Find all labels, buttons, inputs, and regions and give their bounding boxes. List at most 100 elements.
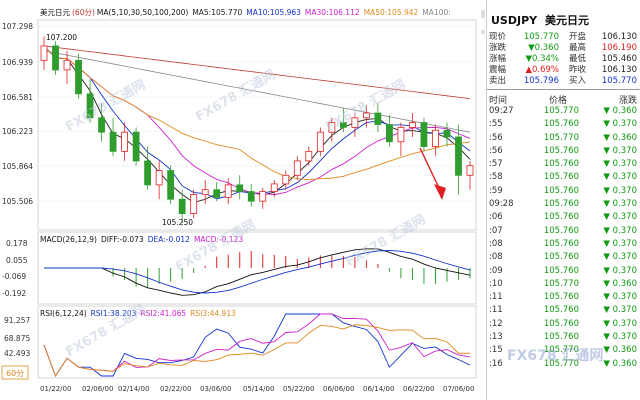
- trade-row: :55 105.760 ▼ 0.370: [489, 118, 639, 131]
- candle-body: [190, 194, 198, 215]
- trade-change: ▼ 0.370: [603, 332, 637, 343]
- quote-value: ▼0.360: [528, 43, 559, 53]
- quote-value: ▲0.69%: [525, 65, 559, 75]
- price-axis-label: 105.506: [2, 197, 33, 206]
- trade-row: :15 105.770 ▼ 0.360: [489, 344, 639, 357]
- quote-row: 卖出 105.796 买入 105.770: [489, 76, 639, 87]
- kline-chart-panel[interactable]: 107.200 105.250 107.298 106.939 106.581 …: [0, 0, 480, 400]
- macd-axis-label: -0.192: [2, 289, 26, 298]
- candle-body: [409, 122, 416, 128]
- trade-row: :12 105.760 ▼ 0.370: [489, 318, 639, 331]
- candle-body: [397, 126, 405, 143]
- macd-line: [44, 248, 471, 296]
- candle-body: [247, 191, 255, 202]
- time-header: 时间: [489, 96, 508, 106]
- trade-price: 105.760: [543, 225, 579, 236]
- macd-params: MACD(26,12,9): [40, 235, 97, 244]
- trades-list[interactable]: 09:27 105.770 ▼ 0.360:55 105.760 ▼ 0.370:56 1…: [489, 105, 639, 371]
- trade-row: :13 105.760 ▼ 0.370: [489, 331, 639, 344]
- trade-price: 105.760: [543, 252, 579, 263]
- trade-change: ▼ 0.370: [603, 292, 637, 303]
- panel-toggle-handle[interactable]: [481, 30, 485, 34]
- trade-change: ▼ 0.370: [603, 159, 637, 170]
- quote-value: 105.770: [601, 76, 637, 86]
- trades-header: 时间 价格 涨跌: [489, 93, 639, 106]
- candle-body: [121, 131, 128, 152]
- rsi-params: RSI(6,12,24): [40, 309, 87, 318]
- trade-change: ▼ 0.360: [603, 106, 637, 116]
- candle-body: [236, 184, 244, 192]
- trade-change-value: 0.370: [612, 199, 637, 210]
- quote-row: 涨跌 ▼0.360 最高 106.190: [489, 43, 639, 54]
- candle-body: [98, 117, 105, 133]
- trade-price: 105.770: [543, 132, 579, 143]
- quote-label: 现价: [489, 32, 507, 42]
- trade-price: 105.760: [543, 199, 579, 210]
- high-annotation: 107.200: [46, 33, 77, 42]
- trade-price: 105.770: [543, 358, 579, 369]
- price-axis-label: 106.581: [2, 93, 33, 102]
- kline-chart[interactable]: 107.200 105.250 107.298 106.939 106.581 …: [0, 0, 480, 400]
- trade-change-value: 0.370: [612, 265, 637, 276]
- quote-label: 开盘: [569, 32, 587, 42]
- trade-change-value: 0.370: [612, 145, 637, 156]
- quote-row: 现价 105.770 开盘 106.130: [489, 32, 639, 43]
- period-button[interactable]: 60分: [6, 369, 24, 378]
- trade-time: :55: [489, 119, 503, 130]
- quote-value: 105.460: [601, 54, 637, 64]
- date-axis-label: 06/06/00: [323, 385, 354, 393]
- rsi-line: [43, 313, 471, 377]
- quote-label: 震幅: [489, 65, 507, 75]
- trade-change: ▼ 0.370: [603, 318, 637, 329]
- macd-axis-label: -0.069: [2, 272, 26, 281]
- candle-body: [201, 189, 209, 195]
- trade-change-value: 0.370: [612, 252, 637, 263]
- quote-row: 震幅 ▲0.69% 昨收 106.130: [489, 65, 639, 76]
- rsi-line: [43, 324, 470, 377]
- trade-time: :09: [489, 265, 503, 276]
- trade-price: 105.760: [543, 185, 579, 196]
- candle-body: [362, 112, 370, 119]
- quote-label: 卖出: [489, 76, 507, 86]
- panel-toggle-handle[interactable]: [481, 10, 485, 18]
- quote-label: 最低: [569, 54, 587, 64]
- trend-arrow-head: [434, 184, 446, 200]
- quote-value: 105.796: [523, 76, 559, 86]
- rsi-legend: RSI(6,12,24) RSI1:38.203 RSI2:41.065 RSI3:4…: [40, 309, 236, 318]
- quote-value: 105.770: [523, 32, 559, 42]
- trade-change: ▼ 0.370: [603, 212, 637, 223]
- period-button-frame[interactable]: [1, 365, 29, 380]
- trade-change-value: 0.370: [612, 185, 637, 196]
- candle-body: [86, 93, 94, 119]
- trade-change: ▼ 0.370: [603, 199, 637, 210]
- trade-price: 105.760: [543, 265, 579, 276]
- candle-body: [259, 191, 267, 202]
- trade-change-value: 0.360: [612, 345, 637, 356]
- macd-axis-label: 0.178: [6, 239, 28, 248]
- candle-body: [155, 170, 163, 186]
- quote-title: USDJPY 美元日元: [491, 12, 589, 28]
- trade-change: ▼ 0.370: [603, 172, 637, 183]
- ma100-label: MA100:: [422, 8, 450, 17]
- trade-change-value: 0.370: [612, 172, 637, 183]
- macd-axis-label: 0.055: [6, 256, 28, 265]
- trade-row: 09:28 105.760 ▼ 0.370: [489, 198, 639, 211]
- candle-body: [455, 136, 462, 176]
- trade-row: :57 105.760 ▼ 0.370: [489, 158, 639, 171]
- quote-label: 最高: [569, 43, 587, 53]
- trade-price: 105.760: [543, 292, 579, 303]
- candle-body: [132, 131, 140, 162]
- date-axis-label: 07/06/00: [443, 385, 474, 393]
- rsi1-value: RSI1:38.203: [91, 309, 137, 318]
- trade-change: ▼ 0.370: [603, 305, 637, 316]
- date-axis: 01/22/00 02/06/00 02/14/00 02/22/00 03/06/00…: [40, 385, 474, 393]
- trade-change-value: 0.360: [612, 358, 637, 369]
- quote-value: 106.190: [601, 43, 637, 53]
- trade-change-value: 0.370: [612, 332, 637, 343]
- trade-time: :11: [489, 292, 503, 303]
- trade-change-value: 0.360: [612, 278, 637, 289]
- date-axis-label: 06/14/00: [363, 385, 394, 393]
- trade-change: ▼ 0.360: [603, 278, 637, 289]
- ma10-label: MA10:: [246, 8, 270, 17]
- trade-time: :56: [489, 132, 503, 143]
